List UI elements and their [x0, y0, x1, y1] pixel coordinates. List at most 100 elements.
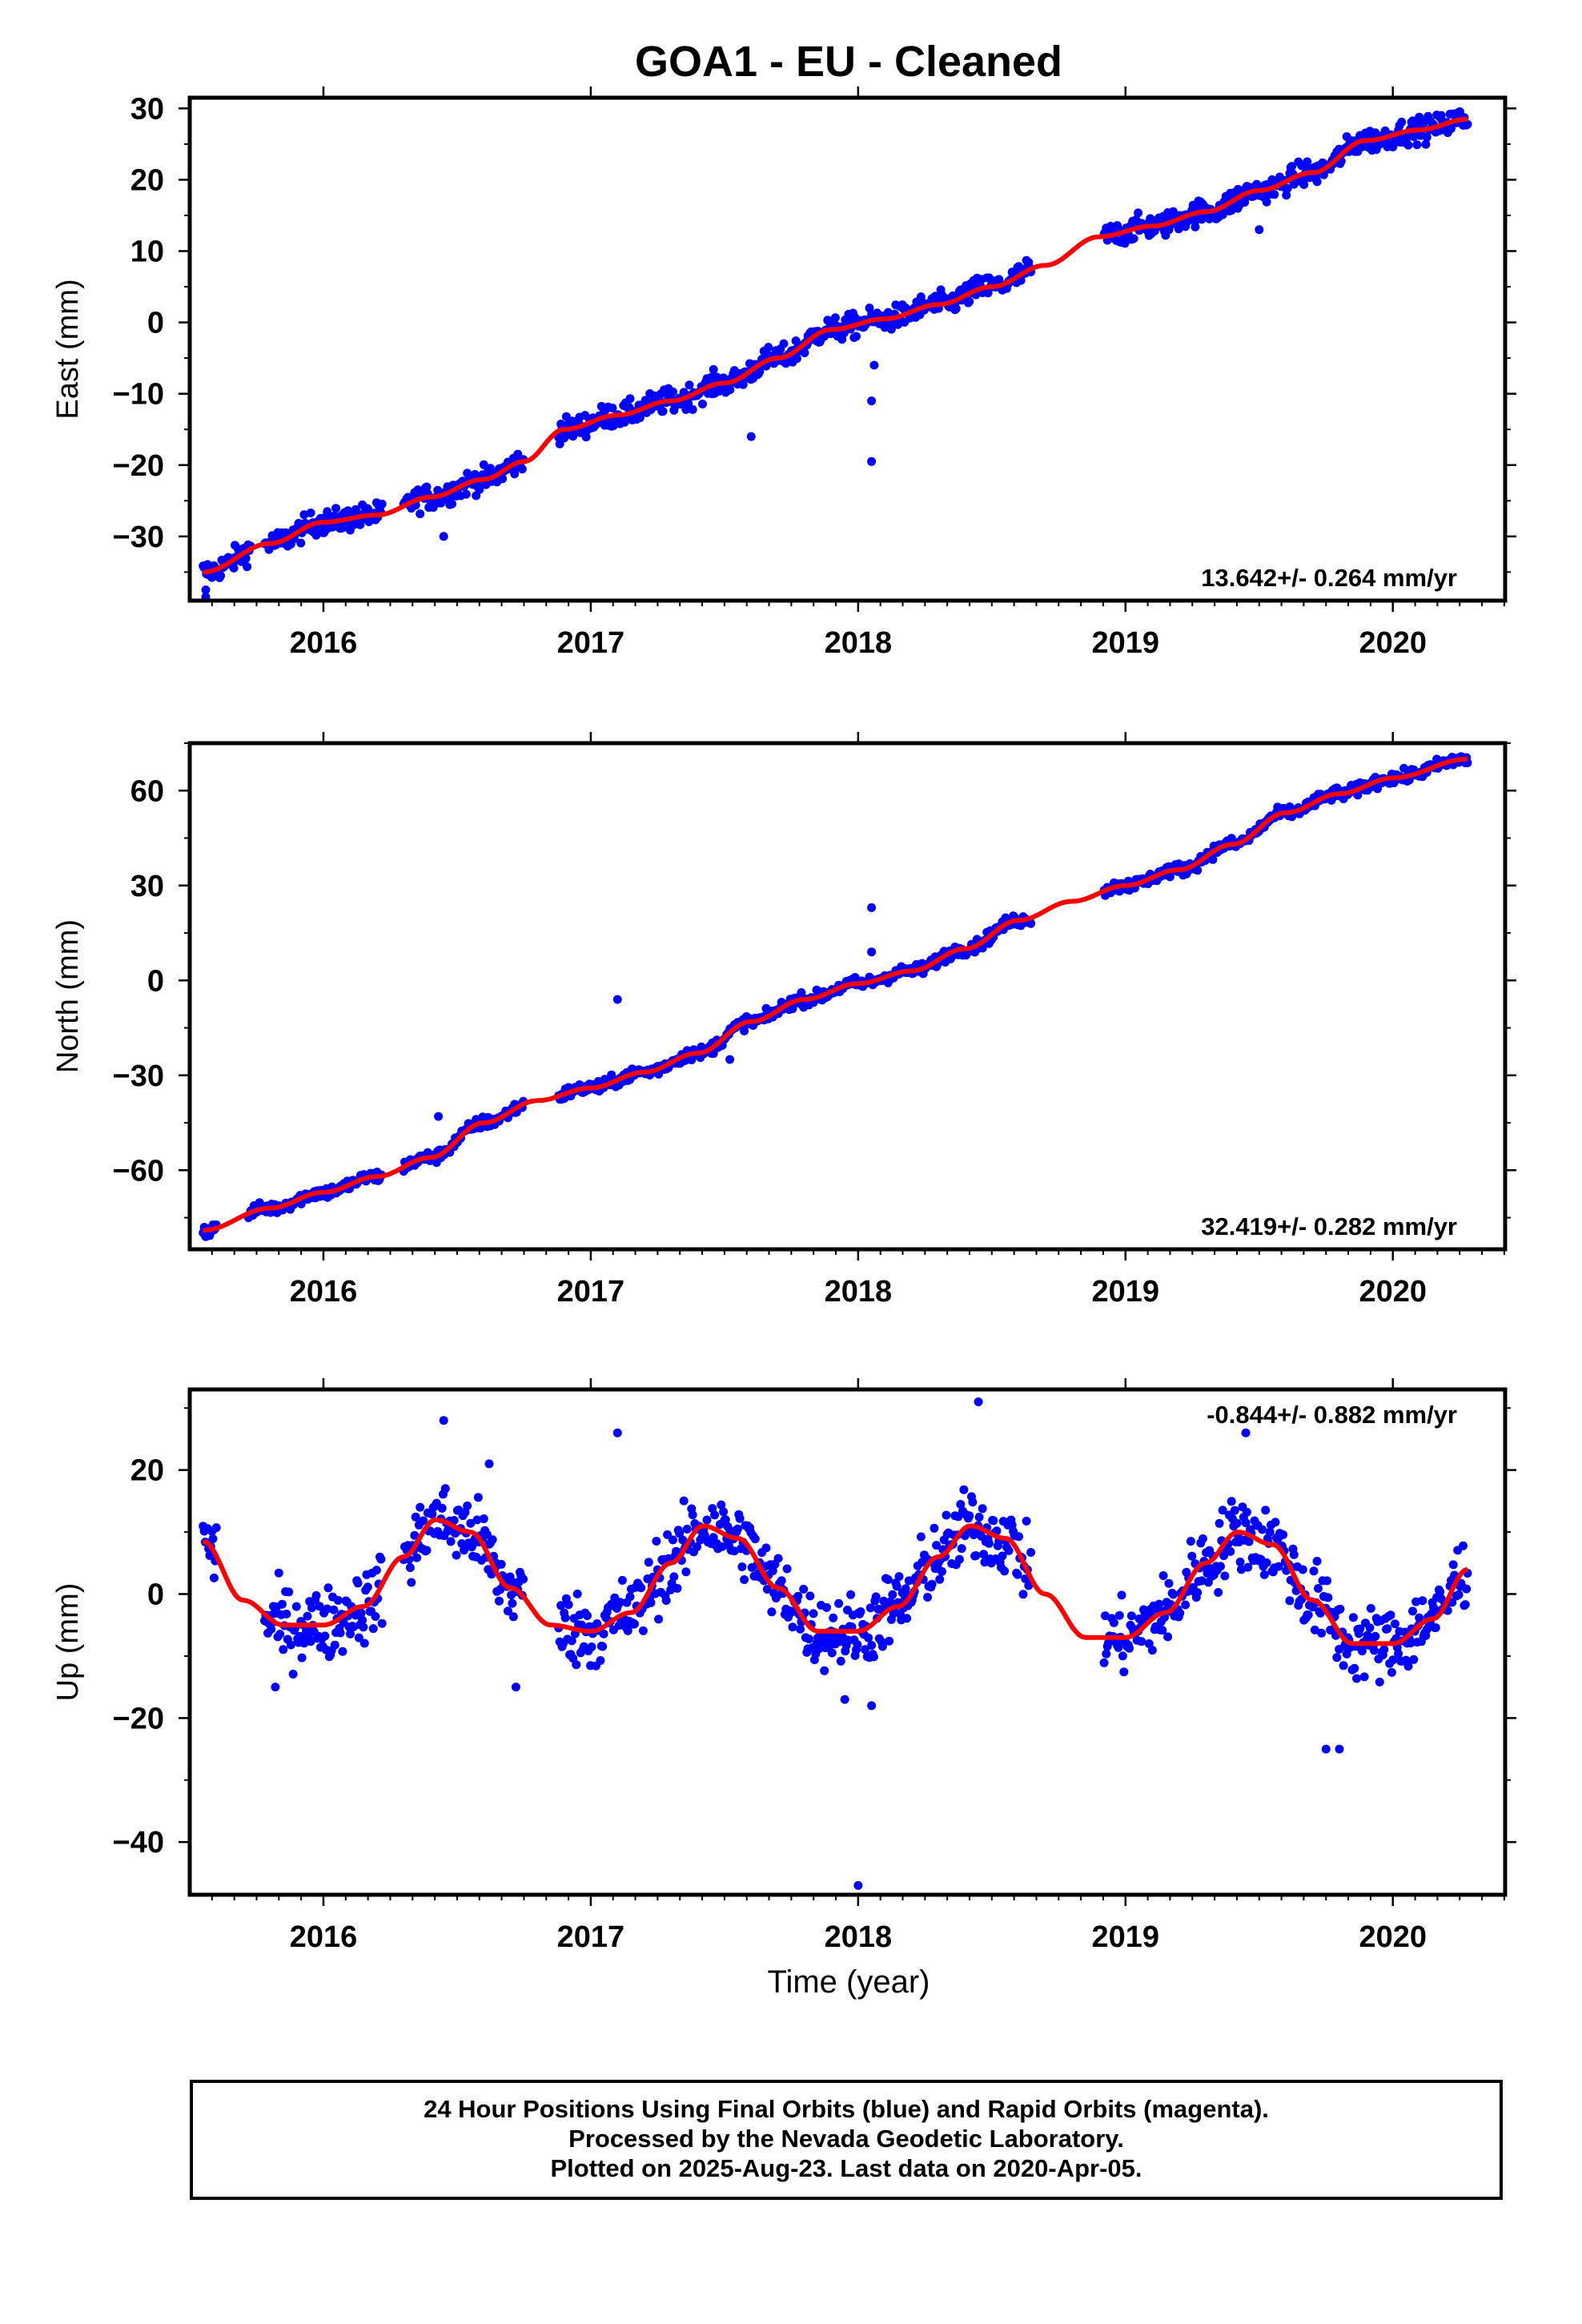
data-point — [1448, 1560, 1458, 1570]
data-point — [984, 1538, 994, 1548]
data-point — [282, 1609, 291, 1618]
data-point — [1435, 1587, 1445, 1597]
data-point — [836, 1656, 845, 1666]
x-tick-label: 2016 — [290, 1920, 358, 1954]
data-point — [353, 1578, 363, 1588]
data-point — [556, 1601, 566, 1610]
data-point — [358, 1615, 367, 1625]
data-point — [508, 1612, 518, 1622]
data-point — [865, 1603, 875, 1613]
data-point — [306, 1637, 315, 1647]
data-point — [1394, 1649, 1403, 1659]
data-point — [652, 1537, 661, 1546]
data-point — [1000, 1566, 1010, 1576]
y-tick-label: −10 — [113, 378, 164, 412]
axis-ticks: 2016 2017 2018 2019 2020 −60 −30 0 30 60 — [113, 732, 1516, 1309]
data-point — [323, 1604, 332, 1614]
data-point — [1289, 1550, 1299, 1559]
data-point — [437, 1503, 447, 1513]
data-point — [681, 1567, 691, 1577]
data-point — [241, 553, 251, 563]
data-point — [303, 1611, 312, 1621]
data-point — [1208, 854, 1218, 864]
data-point — [1126, 1611, 1136, 1621]
data-point — [1386, 1610, 1395, 1620]
data-point-outlier — [840, 1695, 849, 1704]
data-point — [1197, 1576, 1207, 1586]
axis-ticks: 2016 2017 2018 2019 2020 −40 −20 0 20 — [113, 1378, 1516, 1954]
data-point — [1418, 1596, 1427, 1606]
data-point — [472, 1515, 482, 1525]
data-point — [669, 1572, 679, 1582]
data-point — [658, 407, 668, 416]
data-point — [846, 1590, 856, 1599]
data-point — [461, 489, 471, 499]
data-point — [323, 1583, 333, 1593]
data-point — [519, 1574, 528, 1584]
data-point — [829, 1613, 838, 1622]
data-point — [1144, 1639, 1154, 1648]
data-point — [800, 348, 809, 357]
data-point — [1463, 119, 1472, 129]
data-point — [625, 394, 635, 404]
data-point — [974, 1513, 984, 1522]
velocity-label: -0.844+/- 0.882 mm/yr — [1207, 1401, 1457, 1429]
footer-line-1: 24 Hour Positions Using Final Orbits (bl… — [424, 2095, 1269, 2123]
data-point — [460, 1546, 469, 1555]
data-point-outlier — [1255, 225, 1264, 235]
x-tick-label: 2019 — [1092, 1920, 1160, 1954]
x-tick-label: 2018 — [825, 626, 893, 660]
data-point — [498, 474, 508, 484]
data-point — [822, 1602, 831, 1612]
x-tick-label: 2017 — [557, 1275, 625, 1309]
data-point — [1357, 1647, 1367, 1656]
y-tick-label: 0 — [147, 307, 164, 340]
data-point — [1365, 1623, 1375, 1633]
data-point — [856, 1607, 865, 1616]
data-point — [1193, 1588, 1203, 1598]
data-point — [1117, 1590, 1126, 1600]
data-point — [1462, 1584, 1472, 1594]
data-point — [315, 1602, 324, 1611]
data-point — [422, 482, 432, 492]
data-point — [630, 1619, 639, 1629]
data-point-outlier — [511, 1683, 520, 1692]
data-point — [1242, 1507, 1251, 1517]
data-point — [782, 1564, 792, 1574]
data-point — [577, 1620, 587, 1630]
data-point-outlier — [867, 947, 877, 957]
data-point — [1348, 1613, 1358, 1622]
data-point — [902, 1614, 912, 1623]
data-point — [466, 1518, 476, 1528]
data-point — [508, 1598, 517, 1608]
y-axis-label: North (mm) — [51, 919, 85, 1073]
data-point — [809, 1609, 818, 1618]
data-point — [1158, 1571, 1168, 1580]
x-axis-label: Time (year) — [768, 1964, 930, 2000]
data-point — [1193, 866, 1203, 875]
data-point — [412, 1553, 422, 1562]
data-point — [1220, 1571, 1230, 1581]
data-point — [1409, 132, 1419, 142]
data-point — [452, 1550, 461, 1560]
data-point — [698, 400, 707, 408]
data-point — [1158, 1626, 1167, 1635]
data-point — [1339, 1661, 1348, 1671]
data-point — [1265, 1527, 1275, 1537]
data-point — [410, 1530, 420, 1540]
data-point-outlier — [867, 903, 877, 912]
data-point — [673, 1583, 682, 1593]
data-point — [335, 1628, 345, 1638]
x-tick-label: 2017 — [557, 626, 625, 660]
x-tick-label: 2020 — [1359, 626, 1427, 660]
data-point — [1240, 198, 1250, 207]
data-point-outlier — [974, 1397, 983, 1406]
x-tick-label: 2020 — [1359, 1275, 1427, 1309]
data-point — [883, 1575, 893, 1584]
data-point — [488, 1535, 497, 1545]
data-point — [935, 1574, 945, 1584]
data-point — [871, 1592, 881, 1602]
data-point — [834, 1598, 844, 1608]
data-point-outlier — [853, 1880, 863, 1890]
data-point — [1262, 1558, 1271, 1567]
